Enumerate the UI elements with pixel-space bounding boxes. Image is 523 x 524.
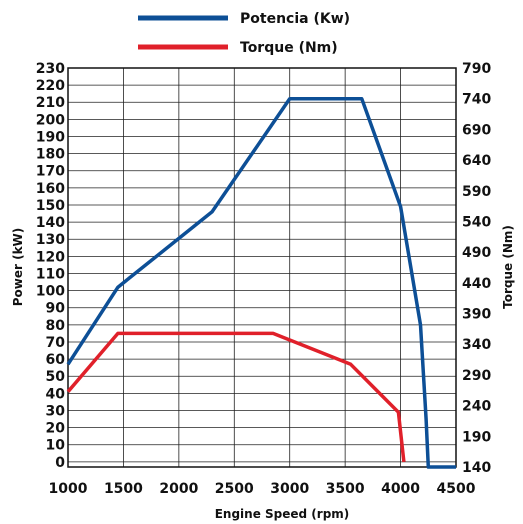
left-tick-label-4: 40 bbox=[46, 386, 66, 402]
right-tick-label-0: 140 bbox=[462, 460, 491, 476]
x-tick-label-5: 3500 bbox=[326, 481, 365, 497]
left-tick-label-18: 180 bbox=[36, 147, 65, 163]
x-tick-label-1: 1500 bbox=[104, 481, 143, 497]
x-tick-label-4: 3000 bbox=[270, 481, 309, 497]
series-layer bbox=[66, 97, 456, 469]
left-tick-label-10: 100 bbox=[36, 284, 65, 300]
left-tick-label-23: 230 bbox=[36, 61, 65, 77]
left-tick-label-20: 200 bbox=[36, 112, 65, 128]
torque-series-line bbox=[66, 331, 406, 463]
left-tick-label-6: 60 bbox=[46, 352, 66, 368]
left-tick-label-19: 190 bbox=[36, 129, 65, 145]
right-tick-label-2: 240 bbox=[462, 399, 491, 415]
left-tick-label-13: 130 bbox=[36, 232, 65, 248]
left-tick-label-17: 170 bbox=[36, 164, 65, 180]
power-series-line bbox=[66, 97, 456, 469]
left-tick-label-22: 220 bbox=[36, 78, 65, 94]
left-tick-label-12: 120 bbox=[36, 249, 65, 265]
plot-frame bbox=[67, 67, 457, 468]
x-tick-label-6: 4000 bbox=[381, 481, 420, 497]
grid bbox=[67, 67, 457, 467]
left-tick-label-9: 90 bbox=[46, 301, 66, 317]
left-tick-label-14: 140 bbox=[36, 215, 65, 231]
right-tick-label-3: 290 bbox=[462, 368, 491, 384]
left-tick-label-7: 70 bbox=[46, 335, 66, 351]
legend-entry-torque: Torque (Nm) bbox=[138, 40, 338, 56]
left-axis-title: Power (kW) bbox=[11, 228, 25, 307]
left-tick-label-5: 50 bbox=[46, 369, 66, 385]
right-tick-label-11: 690 bbox=[462, 122, 491, 138]
right-tick-label-5: 390 bbox=[462, 307, 491, 323]
right-tick-label-7: 490 bbox=[462, 245, 491, 261]
legend-label-power: Potencia (Kw) bbox=[240, 11, 350, 27]
left-tick-label-2: 20 bbox=[46, 421, 66, 437]
right-tick-label-12: 740 bbox=[462, 92, 491, 108]
x-tick-label-7: 4500 bbox=[437, 481, 476, 497]
left-tick-label-15: 150 bbox=[36, 198, 65, 214]
x-tick-label-3: 2500 bbox=[215, 481, 254, 497]
left-tick-label-16: 160 bbox=[36, 181, 65, 197]
x-axis-title: Engine Speed (rpm) bbox=[215, 507, 350, 521]
x-tick-label-0: 1000 bbox=[49, 481, 88, 497]
right-tick-label-4: 340 bbox=[462, 337, 491, 353]
right-tick-label-9: 590 bbox=[462, 184, 491, 200]
right-tick-label-13: 790 bbox=[462, 61, 491, 77]
right-axis-title: Torque (Nm) bbox=[501, 225, 515, 309]
legend: Potencia (Kw) Torque (Nm) bbox=[138, 11, 350, 56]
right-tick-label-6: 440 bbox=[462, 276, 491, 292]
left-tick-label-21: 210 bbox=[36, 95, 65, 111]
left-tick-label-3: 30 bbox=[46, 403, 66, 419]
left-tick-label-0: 0 bbox=[55, 455, 65, 471]
legend-label-torque: Torque (Nm) bbox=[240, 40, 338, 56]
left-tick-label-8: 80 bbox=[46, 318, 66, 334]
right-tick-label-8: 540 bbox=[462, 214, 491, 230]
left-tick-label-11: 110 bbox=[36, 266, 65, 282]
right-axis-ticks: 140 190 240 290 340 390 440 490 540 590 640 690 740 7… bbox=[462, 61, 491, 476]
legend-entry-power: Potencia (Kw) bbox=[138, 11, 350, 27]
left-tick-label-1: 10 bbox=[46, 438, 66, 454]
x-axis-ticks: 1000 1500 2000 2500 3000 3500 4000 4500 bbox=[49, 481, 476, 497]
right-tick-label-10: 640 bbox=[462, 153, 491, 169]
right-tick-label-1: 190 bbox=[462, 429, 491, 445]
x-tick-label-2: 2000 bbox=[159, 481, 198, 497]
